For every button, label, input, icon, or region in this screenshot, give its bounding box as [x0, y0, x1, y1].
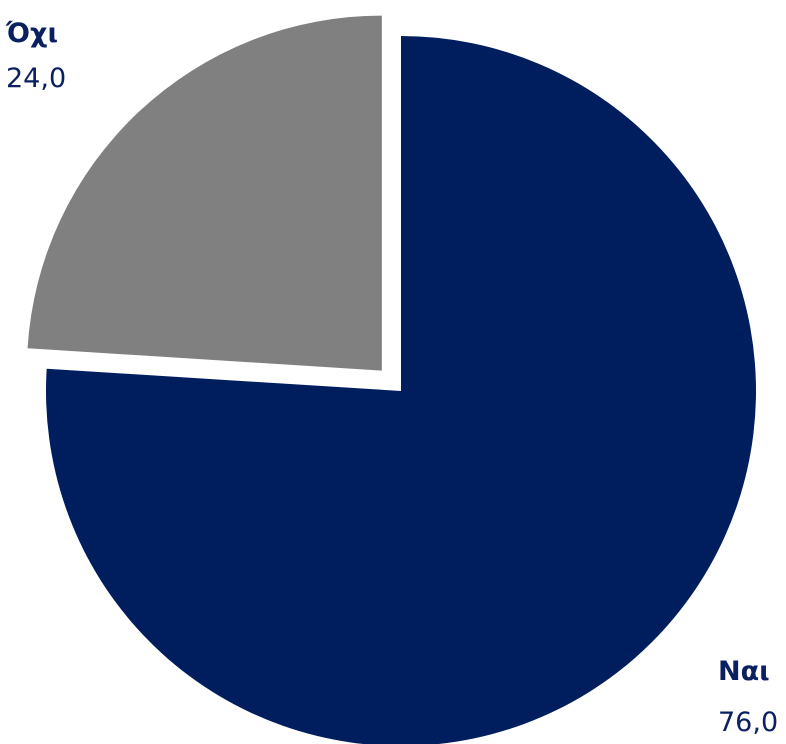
pie-slices: [27, 15, 756, 744]
slice-label-oxi: Όχι: [5, 18, 58, 49]
slice-value-oxi: 24,0: [6, 63, 66, 94]
pie-slice-1: [27, 15, 382, 371]
pie-slice-0: [46, 36, 756, 744]
slice-value-nai: 76,0: [718, 707, 778, 738]
slice-label-nai: Ναι: [718, 656, 770, 687]
